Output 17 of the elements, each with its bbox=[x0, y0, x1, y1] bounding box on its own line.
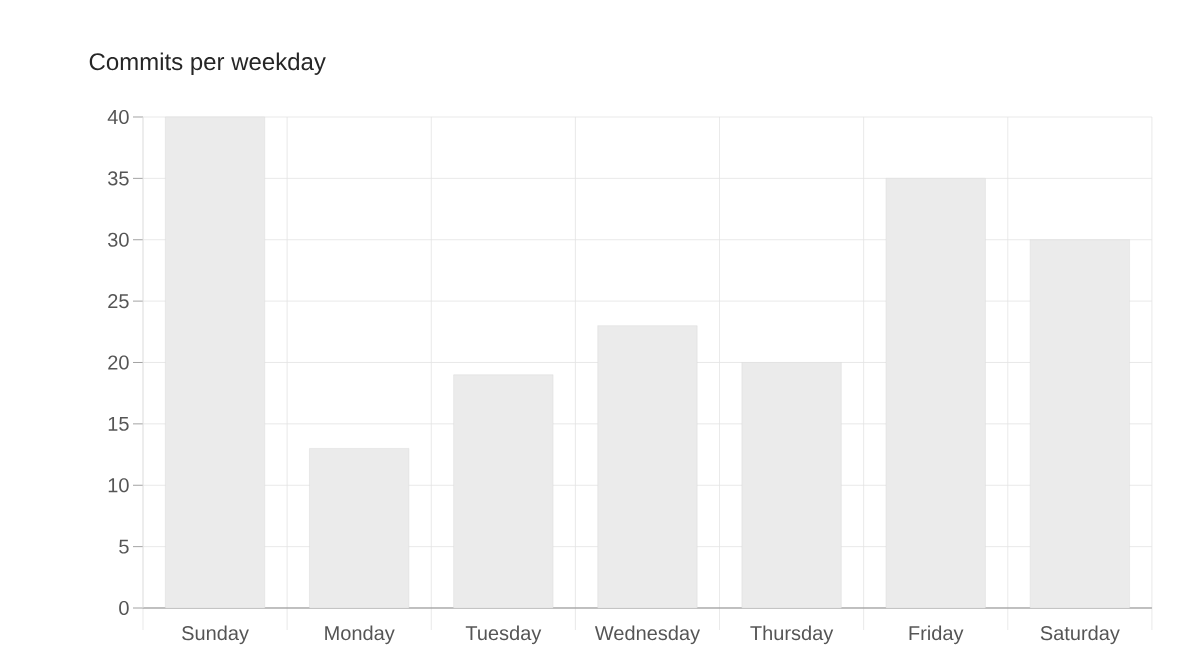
x-tick-label: Tuesday bbox=[465, 625, 542, 645]
x-tick-label: Friday bbox=[909, 625, 964, 645]
y-tick-label: 35 bbox=[108, 171, 129, 186]
y-tick-label: 40 bbox=[107, 109, 129, 125]
y-tick-label: 25 bbox=[108, 294, 129, 309]
y-tick-label: 5 bbox=[119, 539, 129, 554]
x-tick-label: Sunday bbox=[182, 625, 249, 645]
x-tick-label: Thursday bbox=[750, 625, 834, 645]
y-tick-label: 30 bbox=[108, 232, 129, 247]
y-tick-label: 20 bbox=[108, 355, 129, 370]
y-tick-label: 0 bbox=[119, 600, 129, 616]
y-tick-label: 10 bbox=[108, 478, 129, 493]
x-tick-label: Saturday bbox=[1040, 625, 1120, 645]
x-tick-label: Wednesday bbox=[594, 625, 701, 645]
chart-title: Commits per weekday bbox=[89, 52, 326, 75]
y-tick-label: 15 bbox=[108, 416, 129, 431]
x-tick-label: Monday bbox=[325, 625, 395, 645]
